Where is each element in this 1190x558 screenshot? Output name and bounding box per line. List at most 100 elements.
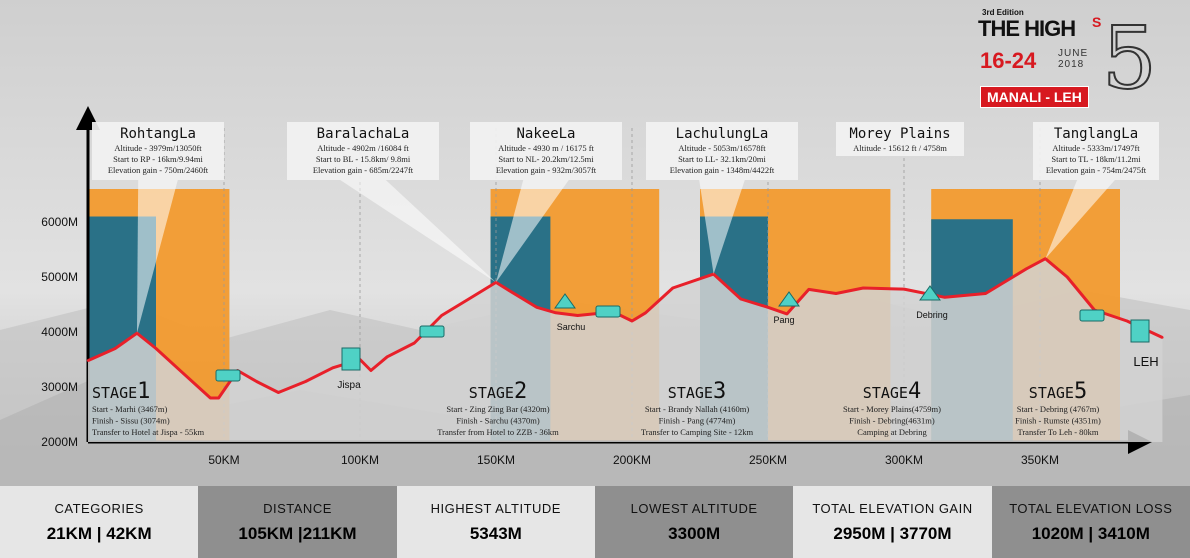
pass-name: LachulungLa	[676, 126, 769, 142]
elevation-fill	[88, 258, 1163, 442]
elevation-point	[862, 286, 865, 290]
tent-icon	[778, 291, 800, 307]
y-tick-label: 6000M	[41, 215, 78, 229]
stage-detail: Finish - Sissu (3074m)	[92, 416, 170, 426]
hotel-icon	[1130, 319, 1150, 343]
place-labels: Jispa Sarchu Pang Debring LEH	[215, 285, 1159, 391]
stage-detail: Finish - Debring(4631m)	[849, 416, 935, 426]
stat-label: TOTAL ELEVATION LOSS	[1009, 500, 1173, 516]
elevation-point	[135, 331, 139, 335]
pass-detail: Start to BL - 15.8km/ 9.8mi	[316, 154, 411, 164]
elevation-point	[304, 380, 307, 383]
elevation-point	[1025, 267, 1028, 270]
pass-detail: Altitude - 15612 ft / 4758m	[853, 143, 947, 153]
y-tick-label: 5000M	[41, 270, 78, 284]
x-tick-label: 150KM	[477, 453, 515, 467]
stat-value: 5343M	[469, 523, 522, 543]
tent-icon	[554, 293, 576, 309]
elevation-point	[943, 296, 946, 299]
x-tick-label: 300KM	[885, 453, 923, 467]
elevation-point	[508, 289, 511, 292]
stage-detail: Transfer from Hotel to ZZB - 36km	[437, 427, 559, 437]
elevation-line-group	[86, 257, 1164, 442]
stage-number: 1	[137, 379, 150, 404]
callout-box	[836, 122, 964, 156]
stat-categories: CATEGORIES 21KM | 42KM	[0, 486, 199, 558]
stage-detail: Finish - Rumste (4351m)	[1015, 416, 1101, 426]
stage-number: 2	[514, 379, 527, 404]
stage-title: STAGE1	[92, 379, 150, 404]
elevation-point	[671, 286, 674, 290]
elevation-point	[630, 319, 634, 323]
pass-detail: Elevation gain - 1348m/4422ft	[670, 165, 775, 175]
stat-elevation-gain: TOTAL ELEVATION GAIN 2950M | 3770M	[793, 486, 992, 558]
stage-detail: Finish - Sarchu (4370m)	[456, 416, 540, 426]
callout-pointer	[699, 180, 745, 275]
elevation-point	[902, 287, 906, 291]
elevation-point	[766, 306, 770, 309]
stage-number: 3	[713, 379, 726, 404]
stat-label: CATEGORIES	[54, 500, 144, 516]
pass-detail: Altitude - 5053m/16578ft	[678, 143, 766, 153]
bus-icon	[1079, 309, 1105, 322]
logo-edition: 3rd Edition	[982, 8, 1024, 17]
elevation-point	[217, 396, 220, 400]
stage-word: STAGE	[863, 384, 908, 402]
elevation-point	[644, 311, 647, 314]
stat-distance: DISTANCE 105KM |211KM	[198, 486, 397, 558]
pass-detail: Start to TL - 18km/11.2mi	[1051, 154, 1141, 164]
stat-label: HIGHEST ALTITUDE	[430, 500, 561, 516]
pass-name: RohtangLa	[120, 126, 196, 142]
y-tick-label: 4000M	[41, 325, 78, 339]
stage-number: 5	[1074, 379, 1087, 404]
stat-value: 1020M | 3410M	[1031, 523, 1150, 543]
elevation-point	[834, 292, 838, 295]
logo-route: MANALI - LEH	[980, 86, 1089, 108]
elevation-point	[255, 380, 258, 383]
elevation-point	[154, 347, 158, 350]
stage-word: STAGE	[92, 384, 137, 402]
elevation-point	[386, 355, 389, 358]
stage-word: STAGE	[668, 384, 713, 402]
elevation-point	[1066, 275, 1069, 279]
stage-detail: Start - Marhi (3467m)	[92, 404, 167, 414]
event-logo: 3rd Edition THE HIGH S 16-24 JUNE 2018 MA…	[978, 8, 1178, 112]
elevation-point	[1161, 336, 1164, 339]
elevation-point	[413, 341, 416, 345]
x-tick-label: 200KM	[613, 453, 651, 467]
stage-detail: Start - Morey Plains(4759m)	[843, 404, 941, 414]
pass-name: TanglangLa	[1054, 126, 1138, 142]
stage-title: STAGE2	[469, 379, 527, 404]
callout-box	[646, 122, 798, 180]
callout-pointer	[136, 180, 178, 334]
stage-detail: Finish - Pang (4774m)	[659, 416, 736, 426]
x-tick-label: 100KM	[341, 453, 379, 467]
callout-pointer	[340, 180, 496, 283]
elevation-point	[331, 366, 334, 369]
elevation-point	[369, 369, 373, 372]
pass-detail: Altitude - 4902m /16084 ft	[317, 143, 409, 153]
stage-detail: Transfer to Camping Site - 12km	[641, 427, 754, 437]
elevation-point	[86, 359, 90, 362]
y-tick-label: 3000M	[41, 380, 78, 394]
tent-icon	[919, 285, 941, 301]
callout-pointer	[496, 180, 569, 283]
stat-value: 2950M | 3770M	[833, 523, 952, 543]
elevation-point	[739, 297, 742, 301]
pass-name: BaralachaLa	[317, 126, 410, 142]
pass-detail: Start to RP - 16km/9.94mi	[113, 154, 203, 164]
stage-number: 4	[908, 379, 921, 404]
stat-label: TOTAL ELEVATION GAIN	[812, 500, 973, 516]
elevation-line	[87, 257, 1164, 400]
stage-detail: Start - Brandy Nallah (4160m)	[645, 404, 750, 414]
elevation-point	[277, 391, 280, 394]
elevation-point	[440, 314, 443, 317]
logo-number: 5	[1101, 9, 1158, 109]
y-tick-label: 2000M	[41, 435, 78, 449]
elevation-point	[1125, 319, 1129, 323]
stage-word: STAGE	[1029, 384, 1074, 402]
bus-icon	[215, 369, 241, 382]
